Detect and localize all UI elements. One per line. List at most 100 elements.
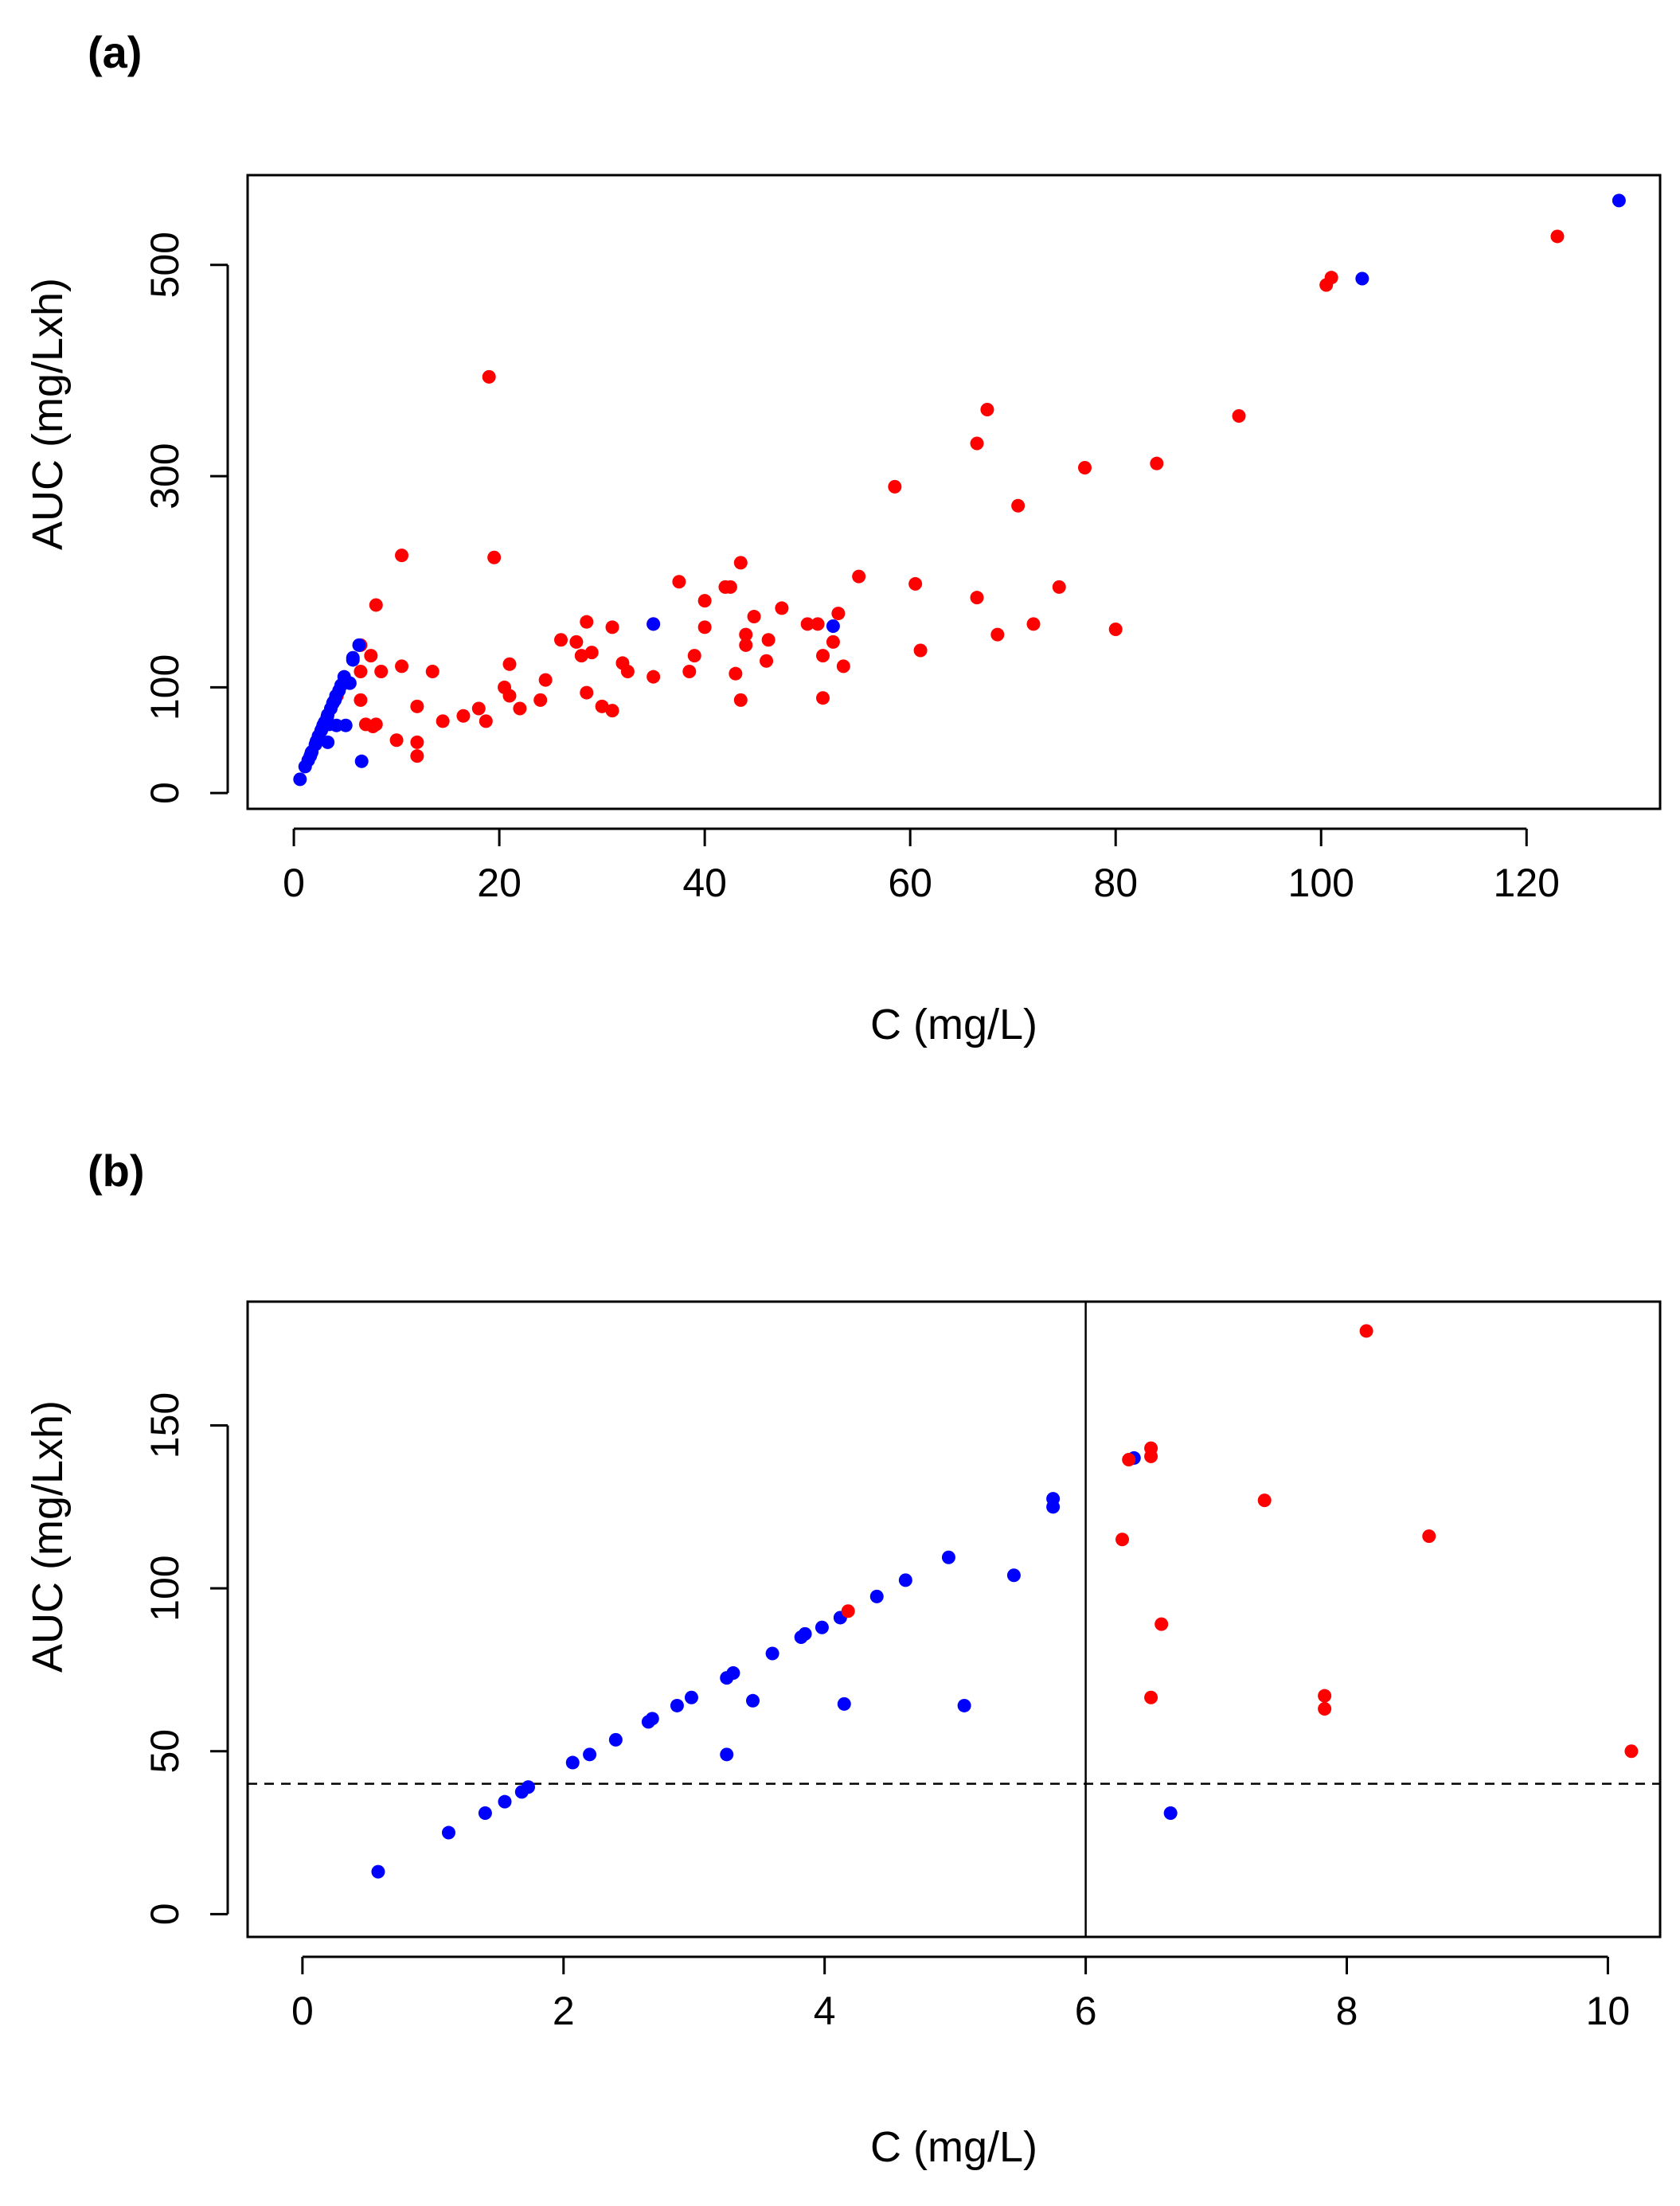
data-point-red <box>595 699 609 713</box>
data-point-red <box>425 665 440 679</box>
x-tick-label: 100 <box>1288 861 1354 905</box>
data-point-blue <box>354 754 369 768</box>
data-point-red <box>970 436 984 451</box>
data-point-red <box>482 369 496 384</box>
data-point-blue <box>1006 1568 1021 1583</box>
data-point-red <box>1052 580 1066 594</box>
data-point-red <box>697 620 712 634</box>
data-point-red <box>1077 460 1092 474</box>
data-point-red <box>1624 1744 1639 1759</box>
y-tick-label: 0 <box>143 782 187 804</box>
data-point-red <box>1232 408 1246 423</box>
data-point-blue <box>371 1864 385 1879</box>
data-point-blue <box>346 650 360 665</box>
data-point-red <box>836 659 850 674</box>
data-point-blue <box>765 1646 779 1661</box>
data-point-red <box>841 1604 855 1618</box>
data-point-red <box>487 550 502 564</box>
x-axis-label-b: C (mg/L) <box>870 2123 1037 2171</box>
data-point-blue <box>522 1780 536 1794</box>
y-tick-label: 500 <box>143 232 187 298</box>
data-point-red <box>1550 229 1565 244</box>
data-point-red <box>733 556 748 570</box>
data-point-blue <box>684 1690 698 1704</box>
panel-label-a: (a) <box>88 27 142 77</box>
data-point-red <box>580 685 594 700</box>
data-point-red <box>747 610 761 624</box>
data-point-red <box>1144 1449 1158 1463</box>
data-point-red <box>1422 1529 1436 1544</box>
data-point-red <box>647 670 661 684</box>
data-point-red <box>1155 1617 1169 1631</box>
data-point-red <box>816 691 830 705</box>
plot-frame-a <box>246 174 1662 810</box>
y-axis-label-b: AUC (mg/Lxh) <box>24 1400 72 1673</box>
data-point-blue <box>1046 1492 1061 1506</box>
data-point-red <box>1150 456 1164 470</box>
data-point-red <box>395 549 409 563</box>
data-point-red <box>513 701 527 716</box>
data-point-red <box>980 403 994 417</box>
x-tick-label: 20 <box>477 861 522 905</box>
data-point-red <box>1359 1324 1373 1338</box>
x-tick-label: 80 <box>1093 861 1138 905</box>
panel-b: (b) 0 2 4 6 8 10 0 50 100 150 C (mg/L) AUC (mg/L… <box>24 1146 1662 2171</box>
x-axis-a: 0 20 40 60 80 100 120 <box>283 827 1560 905</box>
data-point-red <box>990 627 1005 642</box>
x-axis-b: 0 2 4 6 8 10 <box>291 1955 1631 2033</box>
data-point-red <box>1324 271 1338 285</box>
data-point-blue <box>647 617 661 631</box>
x-tick-label: 120 <box>1494 861 1560 905</box>
data-point-red <box>584 646 599 660</box>
data-point-blue <box>330 718 344 732</box>
data-point-red <box>672 575 686 589</box>
data-point-red <box>816 649 830 663</box>
data-point-red <box>733 693 748 707</box>
data-point-red <box>800 617 815 631</box>
data-point-red <box>913 643 928 658</box>
x-tick-label: 10 <box>1586 1989 1631 2033</box>
data-point-red <box>729 666 743 681</box>
data-point-blue <box>815 1620 829 1634</box>
data-point-blue <box>565 1755 580 1770</box>
data-point-red <box>580 615 594 629</box>
y-tick-label: 150 <box>143 1392 187 1458</box>
data-point-red <box>365 720 380 734</box>
data-point-red <box>364 649 378 663</box>
data-point-red <box>554 633 568 647</box>
data-point-red <box>502 689 517 703</box>
y-tick-label: 50 <box>143 1729 187 1774</box>
data-point-red <box>436 714 450 728</box>
data-point-red <box>410 699 424 713</box>
y-axis-a: 0 100 300 500 <box>143 232 229 804</box>
plot-frame-b <box>246 1300 1662 1939</box>
data-point-blue <box>826 619 840 633</box>
data-point-red <box>1318 1689 1332 1703</box>
data-point-red <box>888 479 902 494</box>
y-tick-label: 0 <box>143 1903 187 1925</box>
data-point-red <box>970 591 984 605</box>
y-tick-label: 100 <box>143 654 187 720</box>
data-point-red <box>374 665 389 679</box>
data-point-red <box>760 654 774 668</box>
panel-label-b: (b) <box>88 1146 145 1196</box>
data-point-red <box>1115 1532 1130 1547</box>
data-point-blue <box>498 1794 512 1809</box>
data-point-red <box>1026 617 1041 631</box>
x-tick-label: 0 <box>283 861 305 905</box>
data-point-red <box>605 704 619 718</box>
data-point-blue <box>869 1589 884 1603</box>
data-point-red <box>533 693 548 707</box>
points-b <box>371 1324 1639 1879</box>
data-point-red <box>605 620 619 634</box>
data-point-blue <box>798 1626 812 1641</box>
data-point-red <box>369 598 383 612</box>
x-tick-label: 0 <box>291 1989 314 2033</box>
data-point-red <box>687 649 701 663</box>
data-point-blue <box>478 1806 492 1820</box>
data-point-red <box>1122 1452 1136 1466</box>
data-point-red <box>410 749 424 763</box>
data-point-red <box>1257 1493 1272 1508</box>
data-point-red <box>908 576 923 591</box>
